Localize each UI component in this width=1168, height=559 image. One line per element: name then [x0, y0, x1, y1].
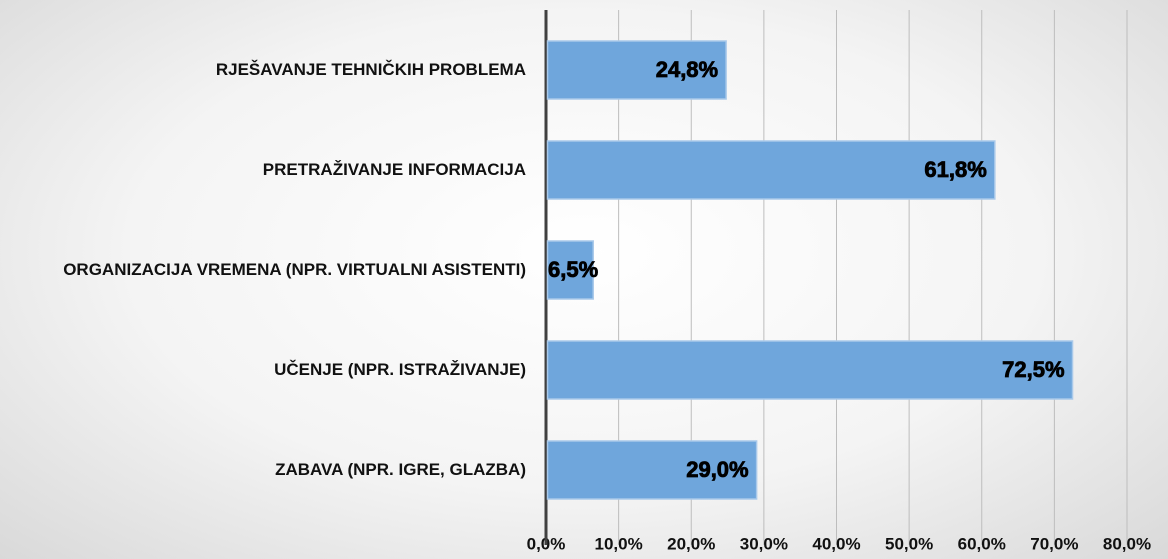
category-text: PRETRAŽIVANJE INFORMACIJA — [262, 160, 526, 179]
x-tick-label: 30,0% — [740, 534, 788, 553]
value-label: 72,5% — [1002, 357, 1064, 382]
value-label: 24,8% — [656, 57, 718, 82]
x-tick-label: 20,0% — [667, 534, 715, 553]
x-tick-label: 40,0% — [812, 534, 860, 553]
x-tick-label: 70,0% — [1030, 534, 1078, 553]
bar — [546, 440, 758, 500]
category-text: UČENJE (NPR. ISTRAŽIVANJE) — [274, 360, 526, 379]
x-tick-label: 50,0% — [885, 534, 933, 553]
bar — [546, 340, 1074, 400]
x-tick-label: 10,0% — [595, 534, 643, 553]
x-tick-label: 60,0% — [958, 534, 1006, 553]
category-label: RJEŠAVANJE TEHNIČKIH PROBLEMA — [0, 59, 526, 81]
category-label: ZABAVA (NPR. IGRE, GLAZBA) — [0, 459, 526, 481]
category-text: ZABAVA (NPR. IGRE, GLAZBA) — [275, 460, 526, 479]
value-label: 29,0% — [686, 457, 748, 482]
category-label: PRETRAŽIVANJE INFORMACIJA — [0, 159, 526, 181]
value-label: 6,5% — [548, 257, 598, 282]
category-text: ORGANIZACIJA VREMENA (NPR. VIRTUALNI ASI… — [63, 260, 526, 279]
bar — [546, 140, 996, 200]
bar — [546, 240, 594, 300]
category-label: UČENJE (NPR. ISTRAŽIVANJE) — [0, 359, 526, 381]
bar — [546, 40, 727, 100]
x-tick-label: 80,0% — [1103, 534, 1151, 553]
category-text: RJEŠAVANJE TEHNIČKIH PROBLEMA — [215, 60, 526, 79]
value-label: 61,8% — [924, 157, 986, 182]
category-label: ORGANIZACIJA VREMENA (NPR. VIRTUALNI ASI… — [0, 259, 526, 281]
